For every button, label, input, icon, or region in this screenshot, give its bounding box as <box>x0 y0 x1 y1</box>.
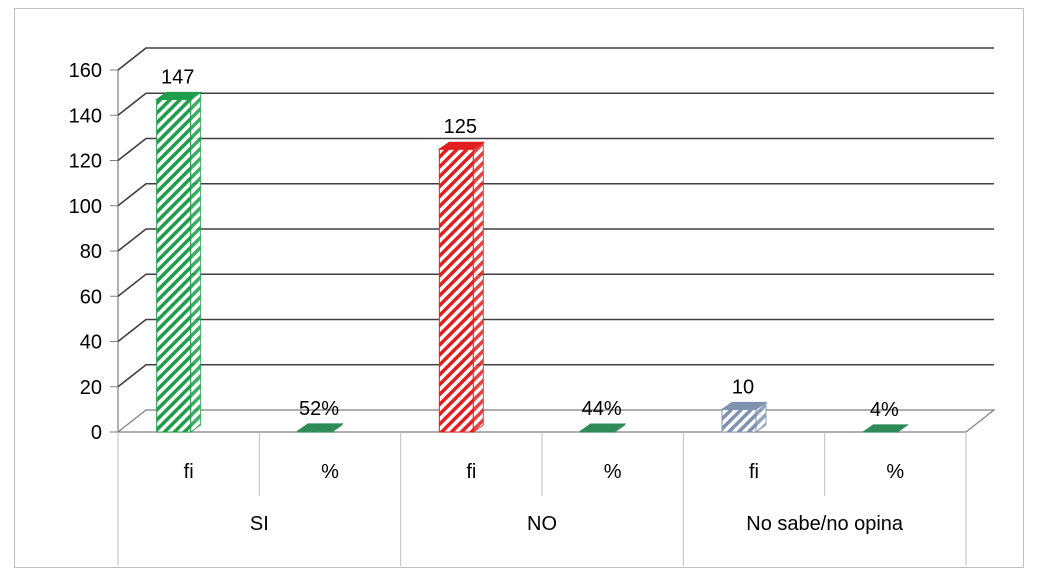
gridline <box>117 363 994 388</box>
bar-front <box>721 408 757 433</box>
bar <box>579 423 627 433</box>
gridline <box>117 137 994 162</box>
subcategory-label: % <box>604 461 622 483</box>
bar-side <box>896 423 908 433</box>
y-tick-label: 160 <box>69 60 102 82</box>
bar <box>155 91 203 433</box>
gridline <box>117 47 994 71</box>
y-tick-label: 80 <box>80 241 102 263</box>
bar-side <box>190 91 202 433</box>
gridline <box>117 92 994 116</box>
bar-side <box>331 422 343 433</box>
bar-front <box>438 148 474 433</box>
floor <box>116 409 996 433</box>
data-label: 10 <box>732 376 754 398</box>
y-tick-label: 20 <box>80 377 102 399</box>
bar-side <box>614 423 626 433</box>
bar <box>296 422 344 433</box>
bar-side <box>472 141 484 433</box>
gridline <box>117 273 994 297</box>
y-tick-label: 40 <box>80 332 102 354</box>
gridline <box>117 228 994 252</box>
bar-top <box>861 424 909 433</box>
gridlines <box>117 47 994 388</box>
data-label: 125 <box>444 116 477 138</box>
group-label: No sabe/no opina <box>746 513 904 535</box>
data-label: 44% <box>582 398 622 420</box>
data-label: 4% <box>870 399 899 421</box>
subcategory-label: % <box>321 461 339 483</box>
chart-walls <box>116 47 996 433</box>
y-tick-label: 0 <box>91 422 102 444</box>
y-tick-label: 140 <box>69 105 102 127</box>
data-label: 147 <box>161 66 194 88</box>
y-tick-label: 120 <box>69 151 102 173</box>
gridline <box>117 318 994 343</box>
bar <box>720 401 768 433</box>
y-tick-label: 60 <box>80 286 102 308</box>
bar-front <box>156 98 192 433</box>
bars <box>155 91 909 433</box>
y-axis-ticks: 0 20 40 60 80 100 120 140 160 <box>69 60 118 444</box>
subcategory-label: fi <box>466 461 476 483</box>
y-tick-label: 100 <box>69 196 102 218</box>
group-label: NO <box>527 513 557 535</box>
bar-side <box>755 401 767 433</box>
group-label: SI <box>250 513 269 535</box>
subcategory-label: fi <box>184 461 194 483</box>
category-axis: fi% fi% fi % SI NO No sabe/no opina <box>117 432 967 566</box>
data-label: 52% <box>299 398 339 420</box>
bar <box>861 423 909 433</box>
gridline <box>117 182 994 207</box>
subcategory-label: fi <box>749 461 759 483</box>
subcategory-label: % <box>886 461 904 483</box>
bar <box>437 141 485 433</box>
data-labels: 147 52% 125 44% 10 4% <box>161 66 899 420</box>
